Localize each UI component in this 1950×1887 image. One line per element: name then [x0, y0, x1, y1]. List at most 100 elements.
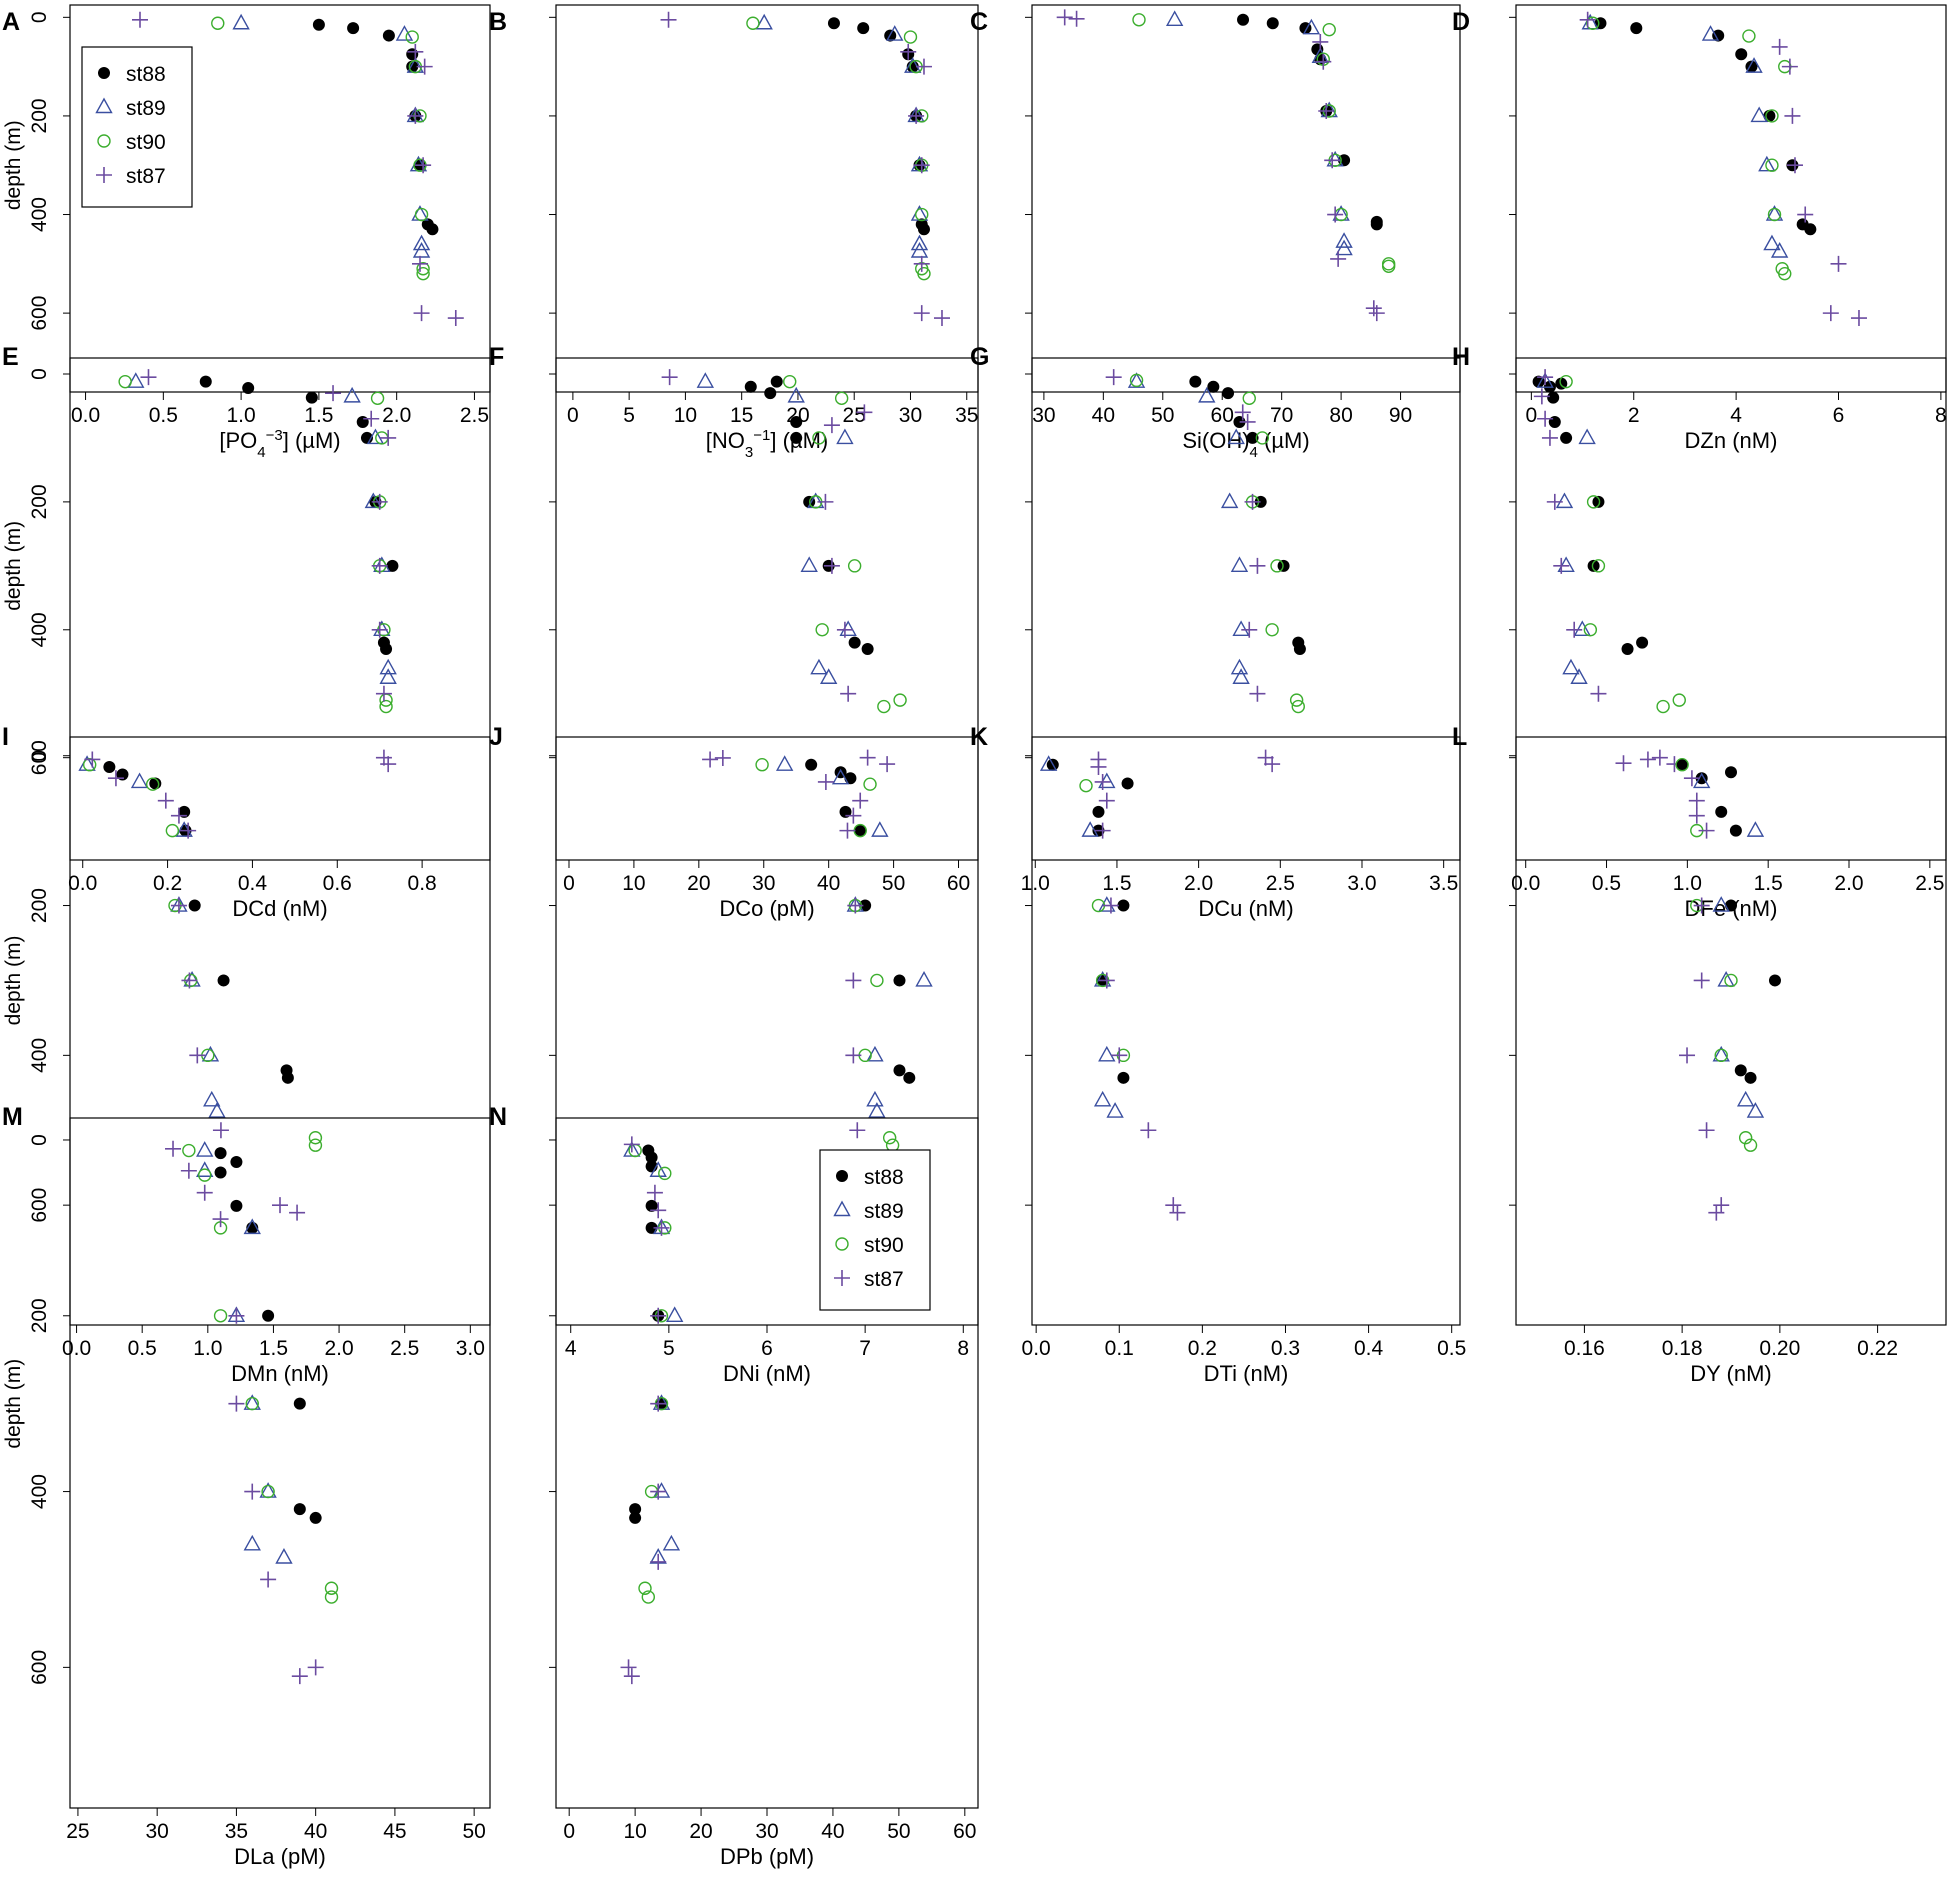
panel-J: J 4 5 6 7 8 DNi (nM): [489, 723, 979, 1386]
point-st88: [893, 1064, 906, 1077]
point-st87: [660, 11, 677, 28]
x-tick-label: 0.20: [1759, 1337, 1800, 1360]
point-st87: [1683, 770, 1700, 787]
point-st90: [245, 1396, 259, 1411]
panel-letter: K: [970, 723, 988, 751]
x-tick-label: 6: [1833, 404, 1845, 427]
point-st89: [1562, 658, 1580, 675]
point-st87: [407, 107, 424, 124]
point-st87: [1234, 404, 1251, 421]
series-st90: [746, 16, 931, 281]
x-axis-label-part: DCd (nM): [232, 896, 327, 921]
x-axis-label: DCd (nM): [232, 896, 327, 921]
point-st89: [1106, 1102, 1124, 1118]
x-tick-label: 1.0: [227, 404, 256, 427]
series-st89: [696, 372, 857, 684]
x-tick-label: 60: [947, 872, 970, 895]
panel-letter: N: [489, 1103, 507, 1131]
point-st88: [844, 772, 857, 785]
point-st89: [243, 1534, 261, 1551]
point-st88: [382, 29, 395, 42]
point-st87: [1781, 58, 1798, 75]
x-tick-label: 0.2: [1188, 1337, 1217, 1360]
point-st89: [1557, 556, 1575, 573]
x-tick-label: 2.0: [324, 1337, 353, 1360]
point-st88: [293, 1503, 306, 1516]
point-st89: [1335, 239, 1353, 256]
point-st87: [157, 792, 174, 809]
point-st88: [188, 899, 201, 912]
legend-label-st90: st90: [126, 131, 166, 154]
point-st90: [1743, 1138, 1758, 1152]
x-tick-label: 60: [1211, 404, 1234, 427]
point-st90: [870, 973, 884, 988]
point-st87: [847, 897, 864, 914]
point-st89: [1578, 428, 1596, 445]
panel-L: L 0.16 0.18 0.20 0.22 DY (nM): [1452, 723, 1947, 1386]
point-st90: [1242, 391, 1256, 405]
x-tick-label: 8: [1935, 404, 1947, 427]
point-st87: [817, 493, 834, 510]
point-st87: [1330, 250, 1347, 267]
point-st87: [272, 1197, 288, 1214]
y-tick-label: 200: [28, 98, 51, 133]
point-st90: [261, 1484, 275, 1499]
point-st90: [165, 823, 180, 838]
series-st87: [1579, 11, 1867, 327]
series-st90: [211, 16, 430, 281]
point-st87: [1688, 807, 1705, 824]
x-tick-label: 5: [663, 1337, 675, 1360]
x-tick-label: 0.18: [1662, 1337, 1703, 1360]
point-st88: [1734, 1064, 1747, 1077]
x-axis-label: DPb (pM): [720, 1844, 814, 1869]
point-st90: [658, 1166, 672, 1181]
y-tick-label: 600: [28, 740, 51, 775]
point-st87: [180, 1162, 197, 1179]
point-st87: [1102, 897, 1119, 914]
series-st89: [78, 755, 226, 1118]
series-st87: [1615, 751, 1730, 1221]
point-st87: [170, 807, 187, 824]
point-st89: [1736, 1090, 1755, 1107]
point-st87: [228, 1307, 245, 1324]
point-st89: [1335, 232, 1353, 248]
point-st90: [1742, 29, 1756, 43]
point-st88: [103, 760, 116, 773]
legend-label-st88: st88: [126, 63, 166, 86]
point-st87: [933, 310, 950, 327]
x-axis-label: DLa (pM): [234, 1844, 326, 1869]
x-tick-label: 50: [882, 872, 905, 895]
point-st89: [412, 234, 431, 251]
point-st89: [910, 234, 929, 251]
point-st87: [623, 1668, 640, 1685]
point-st89: [871, 821, 889, 837]
legend: st88 st89 st90 st87: [819, 1149, 931, 1311]
point-st88: [1117, 1071, 1130, 1084]
point-st87: [1068, 10, 1085, 27]
series-st89: [127, 372, 397, 684]
x-tick-label: 35: [955, 404, 978, 427]
point-st87: [1368, 305, 1385, 322]
x-axis-label-part: DMn (nM): [231, 1361, 329, 1386]
point-st87: [1698, 1122, 1715, 1139]
point-st87: [650, 1483, 667, 1500]
point-st90: [1767, 207, 1782, 222]
x-axis-label-part: 4: [1250, 444, 1258, 461]
point-st87: [714, 749, 731, 766]
point-st87: [228, 1395, 245, 1412]
x-tick-label: 60: [953, 1820, 976, 1843]
point-st90: [755, 758, 769, 772]
point-st88: [861, 642, 874, 655]
point-st87: [1688, 792, 1705, 809]
point-st89: [696, 372, 715, 388]
point-st87: [1708, 1204, 1725, 1221]
point-st87: [1312, 33, 1329, 50]
point-st89: [1536, 372, 1554, 388]
point-st88: [1266, 17, 1279, 30]
point-st90: [1132, 13, 1146, 27]
x-axis-label: DZn (nM): [1685, 428, 1778, 453]
point-st90: [915, 207, 929, 222]
point-st88: [1715, 805, 1728, 818]
point-st88: [1246, 431, 1259, 444]
x-tick-label: 0.0: [1511, 872, 1540, 895]
